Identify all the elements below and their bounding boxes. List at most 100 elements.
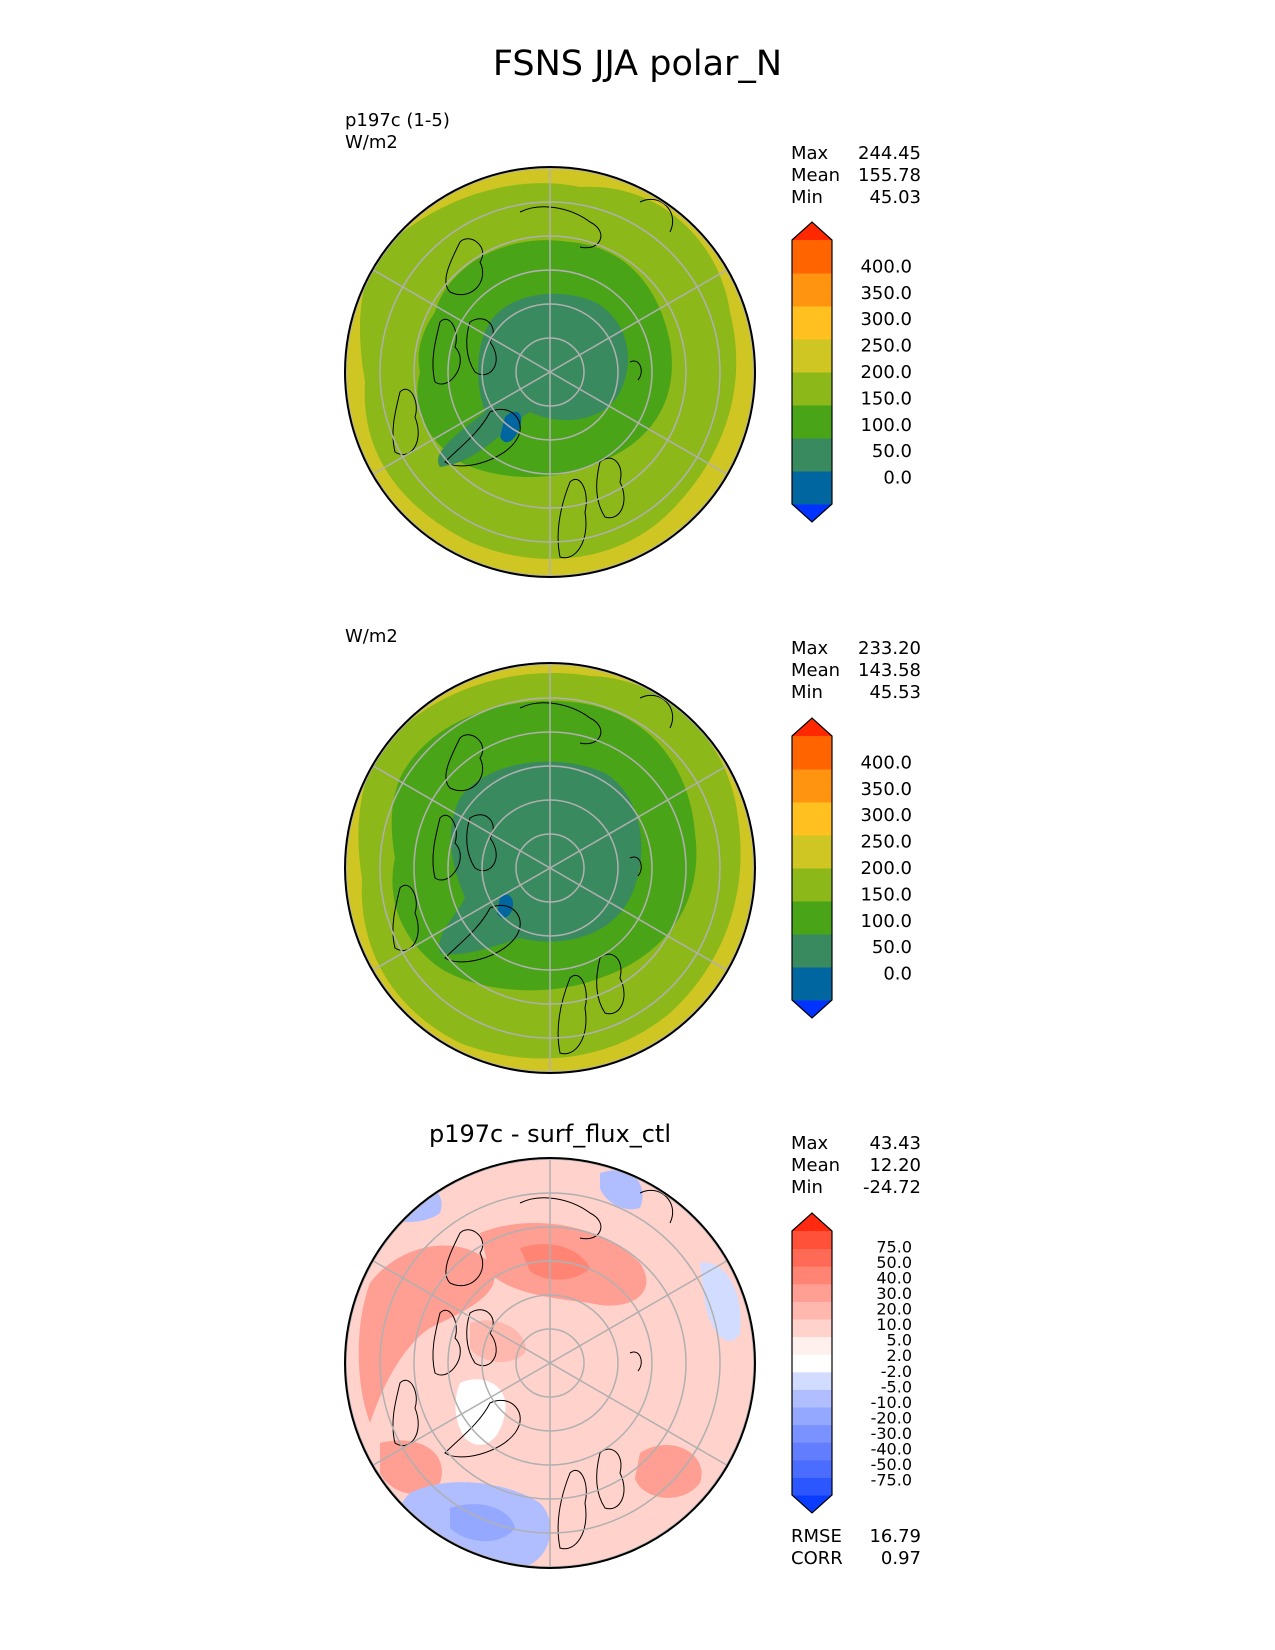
panel-2-label: W/m2 xyxy=(345,626,398,648)
panel-1-case: p197c (1-5) xyxy=(345,110,450,131)
colorbar-tick-label: 2.0 xyxy=(887,1346,912,1365)
colorbar-bin xyxy=(792,901,832,935)
stat-mean: Mean 155.78 xyxy=(791,165,921,186)
stat-max: Max 244.45 xyxy=(791,143,921,164)
coastlines xyxy=(392,694,674,1055)
colorbar-extend-low xyxy=(792,504,832,522)
colorbar-bin xyxy=(792,306,832,340)
stat-max: Max 43.43 xyxy=(791,1133,921,1154)
panel-2-units: W/m2 xyxy=(345,626,398,647)
colorbar-tick-label: -40.0 xyxy=(871,1439,912,1458)
coastlines xyxy=(392,198,674,559)
colorbar-tick-label: -2.0 xyxy=(881,1362,912,1381)
colorbar-tick-label: 250.0 xyxy=(860,336,912,357)
colorbar-tick-label: 150.0 xyxy=(860,884,912,905)
panel-3-title: p197c - surf_flux_ctl xyxy=(429,1120,671,1148)
colorbar-tick-label: -10.0 xyxy=(871,1393,912,1412)
figure-title: FSNS JJA polar_N xyxy=(492,44,783,84)
field-band-0-50 xyxy=(497,894,514,918)
colorbar-tick-label: 0.0 xyxy=(883,468,912,489)
colorbar-bin xyxy=(792,1477,832,1496)
colorbar-tick-label: 400.0 xyxy=(860,256,912,277)
colorbar-extend-high xyxy=(792,1213,832,1231)
colorbar-tick-label: -20.0 xyxy=(871,1408,912,1427)
colorbar-tick-label: 150.0 xyxy=(860,388,912,409)
colorbar-tick-label: 20.0 xyxy=(876,1300,912,1319)
diff-band-20-30 xyxy=(635,1444,702,1498)
colorbar-bin xyxy=(792,339,832,373)
colorbar-tick-label: 50.0 xyxy=(876,1253,912,1272)
panel-1-label: p197c (1-5) W/m2 xyxy=(345,110,450,154)
colorbar-tick-label: 10.0 xyxy=(876,1315,912,1334)
panel-3-map xyxy=(344,1157,756,1569)
stat-min: Min -24.72 xyxy=(791,1177,921,1198)
colorbar-bin xyxy=(792,1389,832,1408)
stat-mean: Mean 143.58 xyxy=(791,660,921,681)
panel-1-map xyxy=(344,166,756,578)
diff-band-10-20 xyxy=(470,1320,526,1363)
colorbar-bin xyxy=(792,1442,832,1461)
colorbar-tick-label: 100.0 xyxy=(860,911,912,932)
panel-3-stats: Max 43.43 Mean 12.20 Min -24.72 xyxy=(791,1133,921,1199)
stat-mean: Mean 12.20 xyxy=(791,1155,921,1176)
map-boundary xyxy=(344,1157,756,1569)
colorbar-tick-label: -75.0 xyxy=(871,1470,912,1489)
field-band-50-100 xyxy=(439,761,642,955)
colorbar-tick-label: 400.0 xyxy=(860,752,912,773)
colorbar-tick-label: 50.0 xyxy=(872,441,912,462)
colorbar-tick-label: 0.0 xyxy=(883,964,912,985)
colorbar-bin xyxy=(792,1336,832,1355)
panel-3-colorbar: 75.050.040.030.020.010.05.02.0-2.0-5.0-1… xyxy=(791,1212,912,1514)
colorbar-bin xyxy=(792,1301,832,1320)
colorbar-bin xyxy=(792,1283,832,1302)
colorbar-bin xyxy=(792,471,832,505)
colorbar-bin xyxy=(792,438,832,472)
colorbar-tick-label: 250.0 xyxy=(860,832,912,853)
colorbar-outline xyxy=(791,1212,833,1514)
colorbar-extend-high xyxy=(792,718,832,736)
map-boundary xyxy=(344,662,756,1074)
colorbar-bin xyxy=(792,1231,832,1250)
colorbar-tick-label: 30.0 xyxy=(876,1284,912,1303)
panel-2-colorbar: 400.0 350.0 300.0 250.0 200.0 150.0 100.0 50.0 0… xyxy=(791,717,912,1019)
diff-band-neg2-neg5 xyxy=(700,1262,741,1342)
colorbar-bin xyxy=(792,1407,832,1426)
colorbar-tick-label: -5.0 xyxy=(881,1377,912,1396)
colorbar-tick-label: 75.0 xyxy=(876,1238,912,1257)
colorbar-bin xyxy=(792,240,832,274)
panel-2-stats: Max 233.20 Mean 143.58 Min 45.53 xyxy=(791,638,921,704)
colorbar-tick-label: 300.0 xyxy=(860,309,912,330)
colorbar-bin xyxy=(792,1354,832,1373)
colorbar-bin xyxy=(792,1459,832,1478)
colorbar-tick-label: 350.0 xyxy=(860,779,912,800)
colorbar-tick-label: 350.0 xyxy=(860,283,912,304)
colorbar-bin xyxy=(792,769,832,803)
colorbar-bin xyxy=(792,736,832,770)
panel-3-metrics: RMSE 16.79 CORR 0.97 xyxy=(791,1526,921,1570)
stat-corr: CORR 0.97 xyxy=(791,1548,921,1569)
stat-max: Max 233.20 xyxy=(791,638,921,659)
colorbar-tick-label: 200.0 xyxy=(860,858,912,879)
colorbar-bin xyxy=(792,868,832,902)
colorbar-bin xyxy=(792,1266,832,1285)
colorbar-tick-label: 300.0 xyxy=(860,805,912,826)
colorbar-tick-label: 200.0 xyxy=(860,362,912,383)
colorbar-tick-label: 100.0 xyxy=(860,415,912,436)
colorbar-bin xyxy=(792,273,832,307)
panel-1-colorbar: 400.0 350.0 300.0 250.0 200.0 150.0 100.0 50.0 0… xyxy=(791,221,912,523)
colorbar-bin xyxy=(792,372,832,406)
colorbar-bin xyxy=(792,802,832,836)
colorbar-bin xyxy=(792,934,832,968)
diff-band-neg5-neg10 xyxy=(600,1170,643,1210)
colorbar-extend-high xyxy=(792,222,832,240)
colorbar-tick-label: -30.0 xyxy=(871,1424,912,1443)
colorbar-bin xyxy=(792,835,832,869)
colorbar-tick-label: -50.0 xyxy=(871,1455,912,1474)
diff-band-neg10-neg20 xyxy=(450,1504,515,1542)
colorbar-bin xyxy=(792,1424,832,1443)
coastlines xyxy=(392,1189,674,1550)
colorbar-extend-low xyxy=(792,1000,832,1018)
colorbar-tick-label: 5.0 xyxy=(887,1331,912,1350)
panel-1-stats: Max 244.45 Mean 155.78 Min 45.03 xyxy=(791,143,921,209)
colorbar-bin xyxy=(792,1319,832,1338)
